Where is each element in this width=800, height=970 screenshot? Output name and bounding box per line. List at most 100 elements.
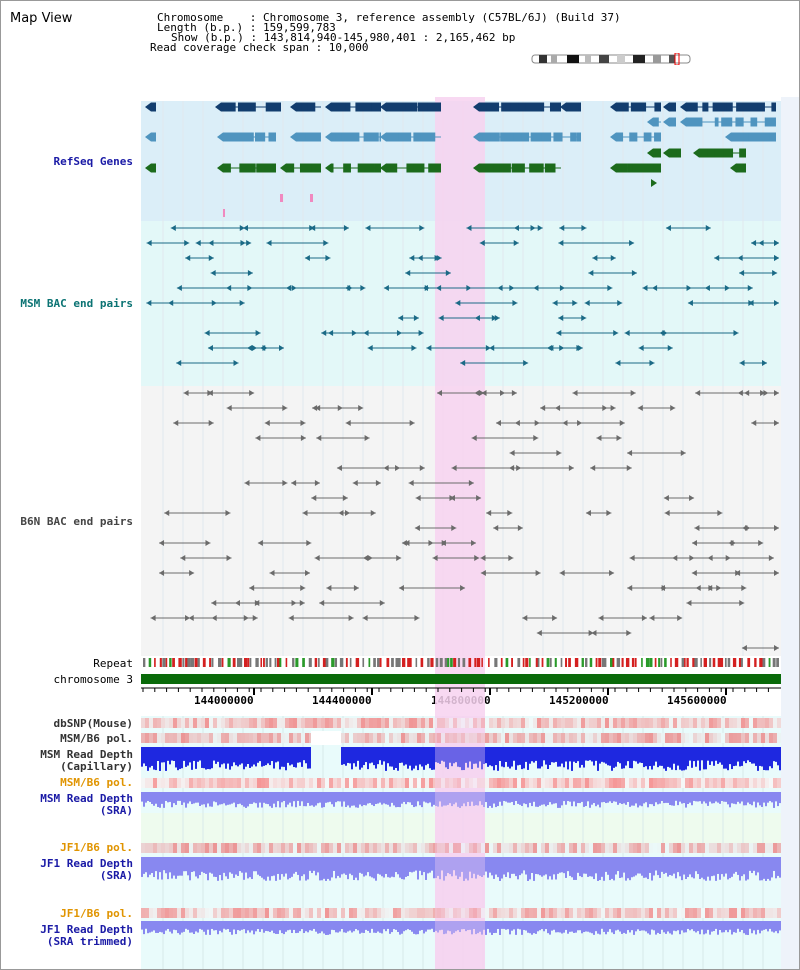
b6n-bac-label[interactable]: B6N BAC end pairs: [20, 515, 133, 528]
gene-exon: [315, 163, 321, 173]
gene-exon: [371, 102, 381, 112]
msm-b6-pol-label[interactable]: MSM/B6 pol.: [60, 732, 133, 745]
dbsnp-label[interactable]: dbSNP(Mouse): [53, 717, 133, 730]
read-depth-bar: [731, 792, 733, 804]
repeat-element: [601, 658, 605, 667]
heat-cell: [157, 718, 161, 728]
read-depth-bar: [165, 792, 167, 801]
read-depth-bar: [533, 857, 535, 881]
repeat-element: [634, 658, 637, 667]
heat-cell: [265, 843, 269, 853]
msm-read-depth-capillary-label[interactable]: MSM Read Depth: [40, 748, 133, 761]
repeat-element: [197, 658, 200, 667]
read-depth-bar: [507, 857, 509, 873]
read-depth-bar: [493, 857, 495, 879]
read-depth-bar: [613, 747, 615, 768]
bac-end-marker: [661, 585, 667, 591]
gene-exon: [533, 102, 545, 112]
heat-cell: [157, 843, 161, 853]
read-depth-bar: [579, 921, 581, 931]
read-depth-bar: [503, 747, 505, 768]
read-depth-bar: [465, 921, 467, 932]
gene-exon: [736, 163, 746, 173]
jf1-read-depth-trimmed-label[interactable]: JF1 Read Depth: [40, 923, 133, 936]
bac-end-marker: [257, 540, 263, 546]
heat-cell: [757, 843, 761, 853]
heat-cell: [349, 778, 353, 788]
jf1-b6-pol-2-label[interactable]: JF1/B6 pol.: [60, 907, 133, 920]
read-depth-bar: [763, 792, 765, 803]
read-depth-bar: [595, 792, 597, 807]
bac-end-marker: [146, 240, 152, 246]
read-depth-bar: [393, 921, 395, 930]
read-depth-bar: [143, 857, 145, 874]
read-depth-bar: [699, 792, 701, 802]
read-depth-bar: [693, 792, 695, 801]
read-depth-bar: [601, 921, 603, 929]
gene-exon: [686, 117, 700, 127]
heat-cell: [549, 778, 553, 788]
heat-cell: [361, 778, 365, 788]
msm-b6-pol-sra-label[interactable]: MSM/B6 pol.: [60, 776, 133, 789]
heat-cell: [213, 733, 217, 743]
read-depth-bar: [439, 747, 441, 764]
bac-end-marker: [432, 555, 438, 561]
bac-end-marker: [455, 300, 461, 306]
heat-cell: [765, 843, 769, 853]
msm-read-depth-sra-label[interactable]: MSM Read Depth: [40, 792, 133, 805]
read-depth-bar: [487, 857, 489, 878]
read-depth-bar: [657, 792, 659, 805]
gene-exon: [486, 102, 500, 112]
bac-end-marker: [613, 330, 619, 336]
read-depth-bar: [615, 921, 617, 931]
read-depth-bar: [529, 792, 531, 803]
heat-cell: [637, 778, 641, 788]
repeat-element: [159, 658, 162, 667]
read-depth-bar: [699, 921, 701, 935]
heat-cell: [169, 718, 173, 728]
heat-cell: [625, 733, 629, 743]
read-depth-bar: [655, 792, 657, 803]
gene-exon: [479, 163, 498, 173]
heat-cell: [629, 718, 633, 728]
read-depth-bar: [547, 747, 549, 770]
read-depth-bar: [597, 857, 599, 881]
genome-track-canvas[interactable]: [141, 97, 799, 969]
bac-end-marker: [300, 435, 306, 441]
repeat-element: [610, 658, 613, 667]
heat-cell: [541, 908, 545, 918]
chromosome-ideogram[interactable]: [529, 53, 693, 65]
heat-cell: [253, 843, 257, 853]
read-depth-bar: [437, 792, 439, 807]
heat-cell: [537, 908, 541, 918]
repeat-element: [322, 658, 327, 667]
heat-cell: [269, 718, 273, 728]
bac-end-marker: [404, 540, 410, 546]
read-depth-bar: [517, 747, 519, 766]
heat-cell: [181, 908, 185, 918]
repeat-element: [585, 658, 588, 667]
read-depth-bar: [241, 921, 243, 930]
gene-exon: [341, 132, 358, 142]
refseq-genes-label[interactable]: RefSeq Genes: [53, 155, 133, 168]
read-depth-bar: [581, 792, 583, 802]
read-depth-bar: [205, 792, 207, 808]
heat-cell: [601, 843, 605, 853]
heat-cell: [513, 718, 517, 728]
heat-cell: [341, 733, 345, 743]
heat-cell: [321, 718, 325, 728]
read-depth-bar: [341, 921, 343, 930]
heat-cell: [537, 718, 541, 728]
repeat-element: [243, 658, 248, 667]
heat-cell: [705, 718, 709, 728]
read-depth-bar: [143, 921, 145, 935]
read-depth-bar: [545, 857, 547, 875]
gene-exon: [751, 132, 757, 142]
heat-cell: [481, 778, 485, 788]
msm-bac-label[interactable]: MSM BAC end pairs: [20, 297, 133, 310]
read-depth-bar: [487, 921, 489, 929]
heat-cell: [161, 733, 165, 743]
jf1-b6-pol-label[interactable]: JF1/B6 pol.: [60, 841, 133, 854]
bac-end-marker: [264, 420, 270, 426]
jf1-read-depth-sra-label[interactable]: JF1 Read Depth: [40, 857, 133, 870]
